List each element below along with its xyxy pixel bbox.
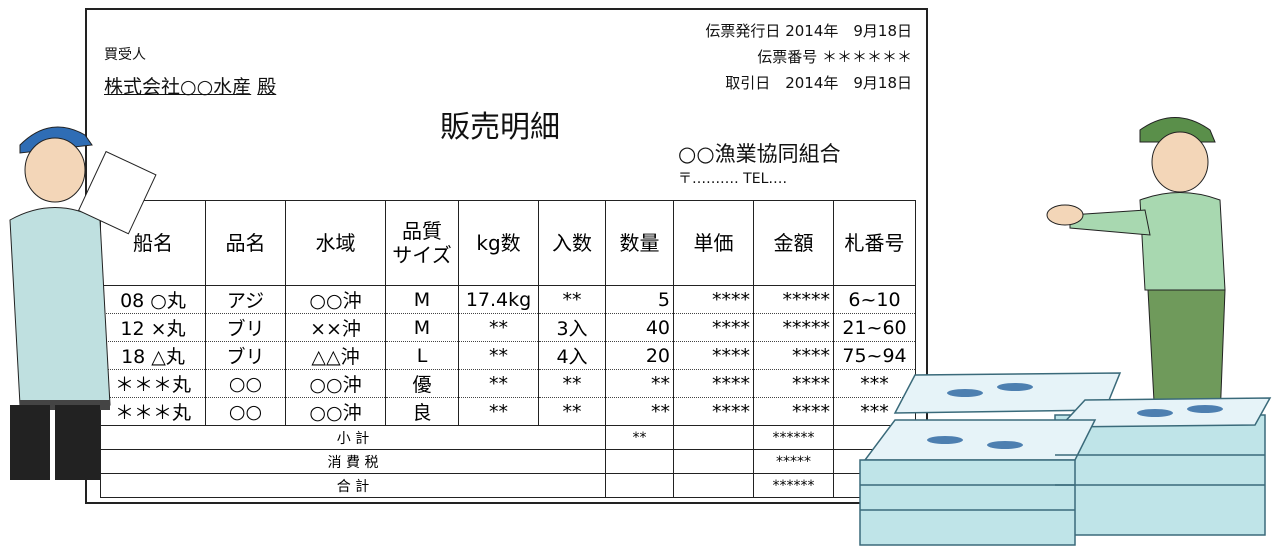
data-row: ＊＊＊丸 ○○ ○○沖優 ** ** ** **** **** *** xyxy=(100,369,916,398)
cell: ○○沖 xyxy=(285,397,386,426)
cell: ** xyxy=(458,369,539,398)
contact: 〒‥‥‥‥‥ TEL‥‥ xyxy=(678,171,788,187)
cell: ＊＊＊丸 xyxy=(100,369,206,398)
cell: **** xyxy=(673,285,754,314)
cell: 優 xyxy=(385,369,459,398)
slip-no: 伝票番号 ＊＊＊＊＊＊ xyxy=(757,48,912,66)
cell: ** xyxy=(605,369,674,398)
cell: ** xyxy=(538,397,606,426)
cell: ***** xyxy=(753,285,834,314)
data-row: 18 △丸 ブリ △△沖 L ** 4入 20 **** **** 75~94 xyxy=(100,341,916,370)
title: 販売明細 xyxy=(440,110,560,145)
cell: **** xyxy=(753,341,834,370)
total-label: 消 費 税 xyxy=(100,449,606,474)
empty-cell xyxy=(605,473,674,498)
cell: △△沖 xyxy=(285,341,386,370)
cell: ** xyxy=(458,341,539,370)
trade-date: 取引日 2014年 9月18日 xyxy=(725,74,912,92)
column-header: 品名 xyxy=(205,200,286,286)
seller: ○○漁業協同組合 xyxy=(678,142,841,166)
cell: 3入 xyxy=(538,313,606,342)
data-row: 08 ○丸 アジ ○○沖 M 17.4kg ** 5 **** ***** 6~10 xyxy=(100,285,916,314)
cell: ○○ xyxy=(205,369,286,398)
cell: ** xyxy=(458,397,539,426)
cell: M xyxy=(385,285,459,314)
cell: ** xyxy=(605,397,674,426)
cell: **** xyxy=(753,369,834,398)
cell: 5 xyxy=(605,285,674,314)
total-amount: ****** xyxy=(753,425,834,450)
cell: M xyxy=(385,313,459,342)
buyer-suffix: 殿 xyxy=(257,76,277,98)
cell: ** xyxy=(538,369,606,398)
cell: **** xyxy=(673,341,754,370)
cell: **** xyxy=(673,313,754,342)
header-row: 船名 品名 水域 品質 サイズ kg数 入数 数量 単価 金額 札番号 xyxy=(100,200,916,286)
column-header: 数量 xyxy=(605,200,674,286)
empty-cell xyxy=(605,449,674,474)
data-row: 12 ×丸 ブリ ××沖 M ** 3入 40 **** ***** 21~60 xyxy=(100,313,916,342)
total-row: 合 計 ****** xyxy=(100,473,916,498)
cell: 17.4kg xyxy=(458,285,539,314)
cell: ○○沖 xyxy=(285,369,386,398)
cell: 6~10 xyxy=(833,285,916,314)
issue-date: 伝票発行日 2014年 9月18日 xyxy=(705,22,912,40)
cell: L xyxy=(385,341,459,370)
empty-cell xyxy=(673,473,754,498)
column-header: 金額 xyxy=(753,200,834,286)
buyer-name: 株式会社○○水産 xyxy=(104,76,252,98)
column-header: 品質 サイズ xyxy=(385,200,459,286)
total-label: 合 計 xyxy=(100,473,606,498)
cell: 良 xyxy=(385,397,459,426)
cell: ○○ xyxy=(205,397,286,426)
buyer-label: 買受人 xyxy=(104,47,146,63)
column-header: 水域 xyxy=(285,200,386,286)
cell: ** xyxy=(458,313,539,342)
fish-crates xyxy=(859,372,1272,546)
cell: 20 xyxy=(605,341,674,370)
cell: 12 ×丸 xyxy=(100,313,206,342)
data-row: ＊＊＊丸 ○○ ○○沖良 ** ** ** **** **** *** xyxy=(100,397,916,426)
total-amount: ****** xyxy=(753,473,834,498)
empty-cell xyxy=(673,425,754,450)
cell: ＊＊＊丸 xyxy=(100,397,206,426)
cell: 21~60 xyxy=(833,313,916,342)
column-header-line: 品質 xyxy=(402,219,442,243)
cell: ブリ xyxy=(205,341,286,370)
total-quantity: ** xyxy=(605,425,674,450)
cell: **** xyxy=(753,397,834,426)
column-header: kg数 xyxy=(458,200,539,286)
total-label: 小 計 xyxy=(100,425,606,450)
cell: ***** xyxy=(753,313,834,342)
total-row: 小 計 ** ****** xyxy=(100,425,916,450)
cell: ××沖 xyxy=(285,313,386,342)
total-row: 消 費 税 ***** xyxy=(100,449,916,474)
total-amount: ***** xyxy=(753,449,834,474)
column-header: 札番号 xyxy=(833,200,916,286)
column-header: 単価 xyxy=(673,200,754,286)
detail-table: 船名 品名 水域 品質 サイズ kg数 入数 数量 単価 金額 札番号 08 ○丸 アジ ○○沖 M 17.4… xyxy=(100,200,916,498)
cell: ○○沖 xyxy=(285,285,386,314)
column-header: 入数 xyxy=(538,200,606,286)
column-header-line: サイズ xyxy=(392,243,452,267)
cell: ** xyxy=(538,285,606,314)
cell: アジ xyxy=(205,285,286,314)
cell: **** xyxy=(673,369,754,398)
cell: **** xyxy=(673,397,754,426)
cell: 40 xyxy=(605,313,674,342)
buyer: 株式会社○○水産 殿 xyxy=(104,72,276,99)
cell: *** xyxy=(833,369,916,398)
worker-left xyxy=(9,126,157,480)
cell: 4入 xyxy=(538,341,606,370)
worker-right xyxy=(1046,117,1226,421)
cell: ブリ xyxy=(205,313,286,342)
empty-cell xyxy=(673,449,754,474)
